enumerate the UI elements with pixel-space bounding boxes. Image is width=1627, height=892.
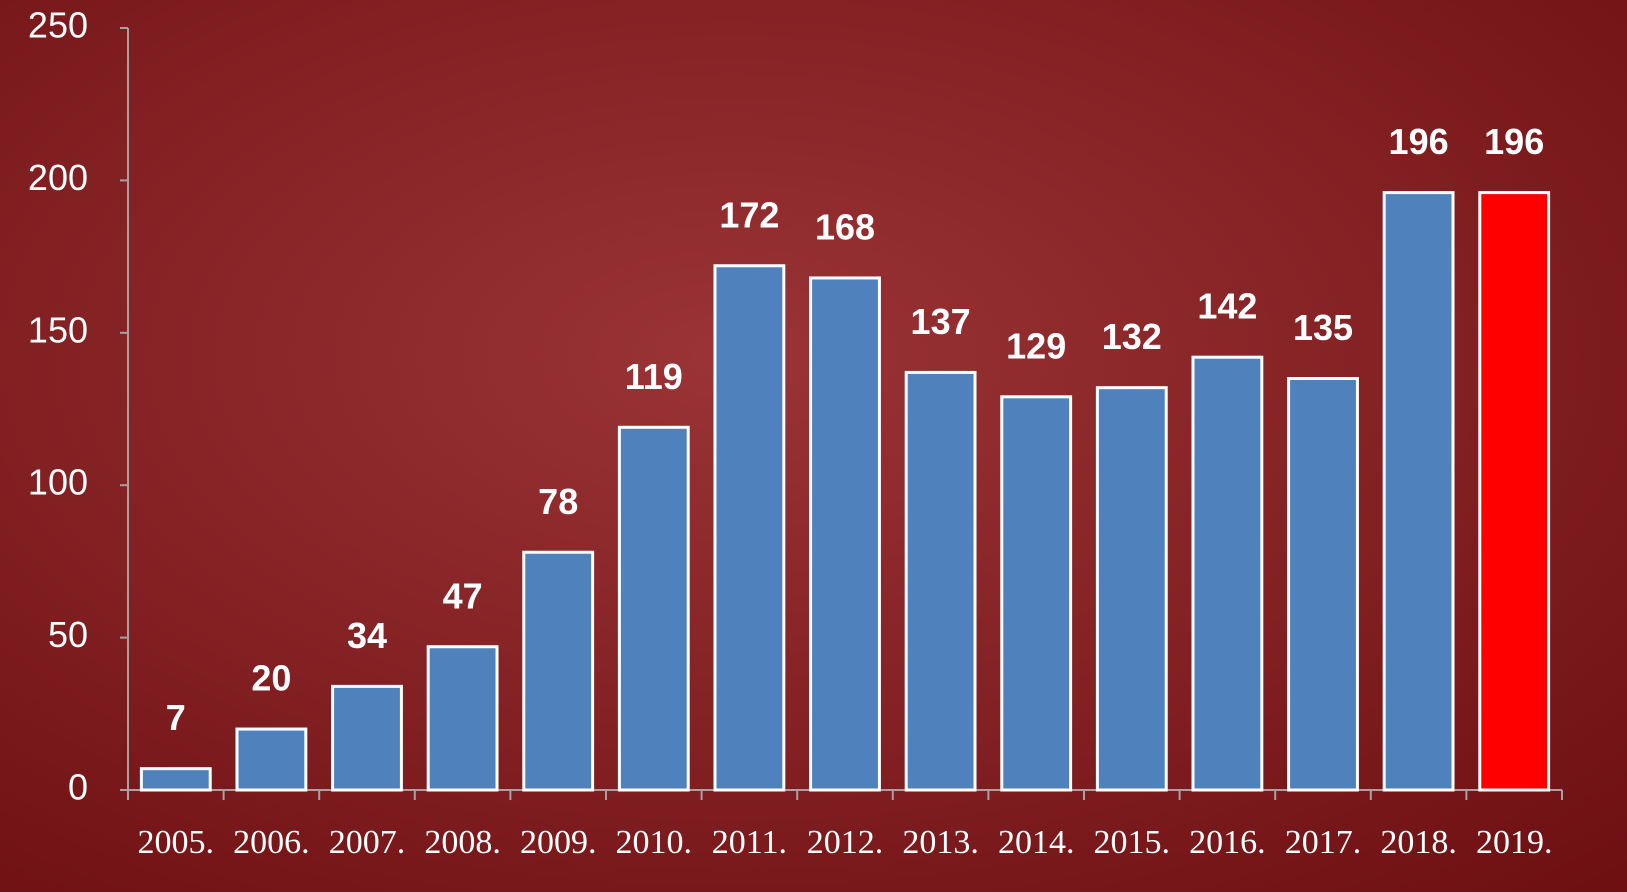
y-tick-label: 200 [28, 157, 88, 198]
x-tick-label: 2016. [1189, 824, 1266, 861]
bar [1382, 191, 1455, 792]
x-tick-label: 2007. [329, 824, 406, 861]
value-label: 135 [1293, 307, 1353, 348]
value-label: 172 [719, 194, 779, 235]
y-tick-label: 50 [48, 614, 88, 655]
x-tick-label: 2010. [616, 824, 693, 861]
bar [904, 370, 977, 792]
x-tick-label: 2019. [1476, 824, 1553, 861]
value-label: 196 [1389, 121, 1449, 162]
x-tick-label: 2012. [807, 824, 884, 861]
value-label: 47 [443, 575, 483, 616]
bar [235, 727, 308, 792]
value-label: 20 [251, 658, 291, 699]
value-label: 137 [911, 301, 971, 342]
value-label: 78 [538, 481, 578, 522]
y-tick-label: 250 [28, 5, 88, 46]
y-tick-label: 150 [28, 309, 88, 350]
bar [809, 276, 881, 792]
x-tick-label: 2013. [902, 824, 979, 861]
x-tick-label: 2018. [1380, 824, 1457, 861]
y-tick-label: 100 [28, 462, 88, 503]
x-tick-label: 2015. [1094, 824, 1171, 861]
value-label: 34 [347, 615, 387, 656]
x-tick-label: 2009. [520, 824, 597, 861]
x-tick-label: 2014. [998, 824, 1075, 861]
x-tick-label: 2005. [138, 824, 215, 861]
y-tick-label: 0 [68, 767, 88, 808]
value-label: 7 [166, 697, 186, 738]
bar [139, 767, 212, 792]
bar [1095, 386, 1168, 792]
value-label: 119 [625, 356, 683, 397]
value-label: 168 [815, 206, 875, 247]
bar [1191, 355, 1264, 792]
bar [331, 684, 403, 792]
bar [617, 425, 690, 792]
bar [1287, 377, 1359, 792]
value-label: 132 [1102, 316, 1162, 357]
bar [713, 264, 786, 792]
x-tick-label: 2011. [712, 824, 787, 861]
value-label: 142 [1197, 286, 1257, 327]
x-tick-label: 2006. [233, 824, 310, 861]
bar [1000, 395, 1073, 792]
bar [426, 645, 499, 792]
value-label: 196 [1484, 121, 1544, 162]
bar [522, 550, 595, 792]
x-tick-label: 2017. [1285, 824, 1362, 861]
value-label: 129 [1006, 325, 1066, 366]
bar [1478, 191, 1551, 792]
x-tick-label: 2008. [424, 824, 501, 861]
